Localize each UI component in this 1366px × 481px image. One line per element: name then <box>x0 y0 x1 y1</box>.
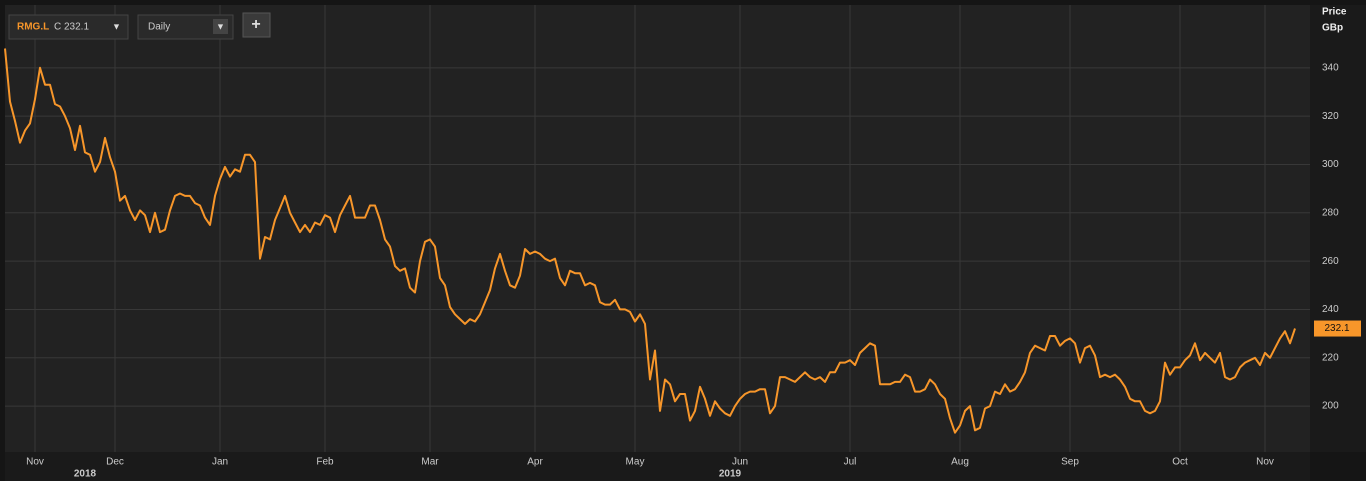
x-tick-label: Dec <box>106 457 124 468</box>
year-label: 2018 <box>74 469 97 480</box>
y-tick-label: 260 <box>1322 256 1339 267</box>
last-price-tag <box>1314 320 1361 337</box>
x-tick-label: Aug <box>951 457 969 468</box>
close-label: C 232.1 <box>54 22 89 33</box>
y-tick-label: 200 <box>1322 401 1339 412</box>
x-tick-label: Oct <box>1172 457 1188 468</box>
x-tick-label: May <box>626 457 645 468</box>
y-tick-label: 340 <box>1322 62 1339 73</box>
x-tick-label: Jul <box>844 457 857 468</box>
price-line <box>4 48 1296 434</box>
x-tick-label: Mar <box>421 457 439 468</box>
y-tick-label: 300 <box>1322 159 1339 170</box>
y-tick-label: 320 <box>1322 111 1339 122</box>
y-axis-title: Price <box>1322 7 1347 18</box>
symbol: RMG.L <box>17 22 49 33</box>
x-tick-label: Jan <box>212 457 228 468</box>
dropdown-button[interactable] <box>213 19 228 34</box>
symbol-box[interactable] <box>8 14 129 40</box>
dropdown-arrow: ▼ <box>216 21 225 31</box>
y-tick-label: 280 <box>1322 207 1339 218</box>
y-axis-panel <box>1310 5 1366 452</box>
last-price-label: 232.1 <box>1324 323 1349 334</box>
toolbar: RMG.L C 232.1 ▼ Daily ▼ + <box>8 12 271 40</box>
x-tick-label: Nov <box>1256 457 1274 468</box>
grid <box>5 5 1310 452</box>
x-tick-label: Feb <box>316 457 334 468</box>
x-axis-panel <box>5 452 1310 481</box>
x-tick-label: Apr <box>527 457 543 468</box>
year-label: 2019 <box>719 469 742 480</box>
dropdown-arrow: ▼ <box>112 21 121 31</box>
x-tick-label: Sep <box>1061 457 1079 468</box>
plot <box>4 48 1296 434</box>
x-tick-label: Jun <box>732 457 748 468</box>
y-tick-label: 220 <box>1322 352 1339 363</box>
add-button[interactable] <box>242 12 271 38</box>
add-label: + <box>251 16 260 33</box>
y-axis-unit: GBp <box>1322 23 1343 34</box>
interval: Daily <box>148 22 170 33</box>
y-tick-label: 240 <box>1322 304 1339 315</box>
x-tick-label: Nov <box>26 457 44 468</box>
